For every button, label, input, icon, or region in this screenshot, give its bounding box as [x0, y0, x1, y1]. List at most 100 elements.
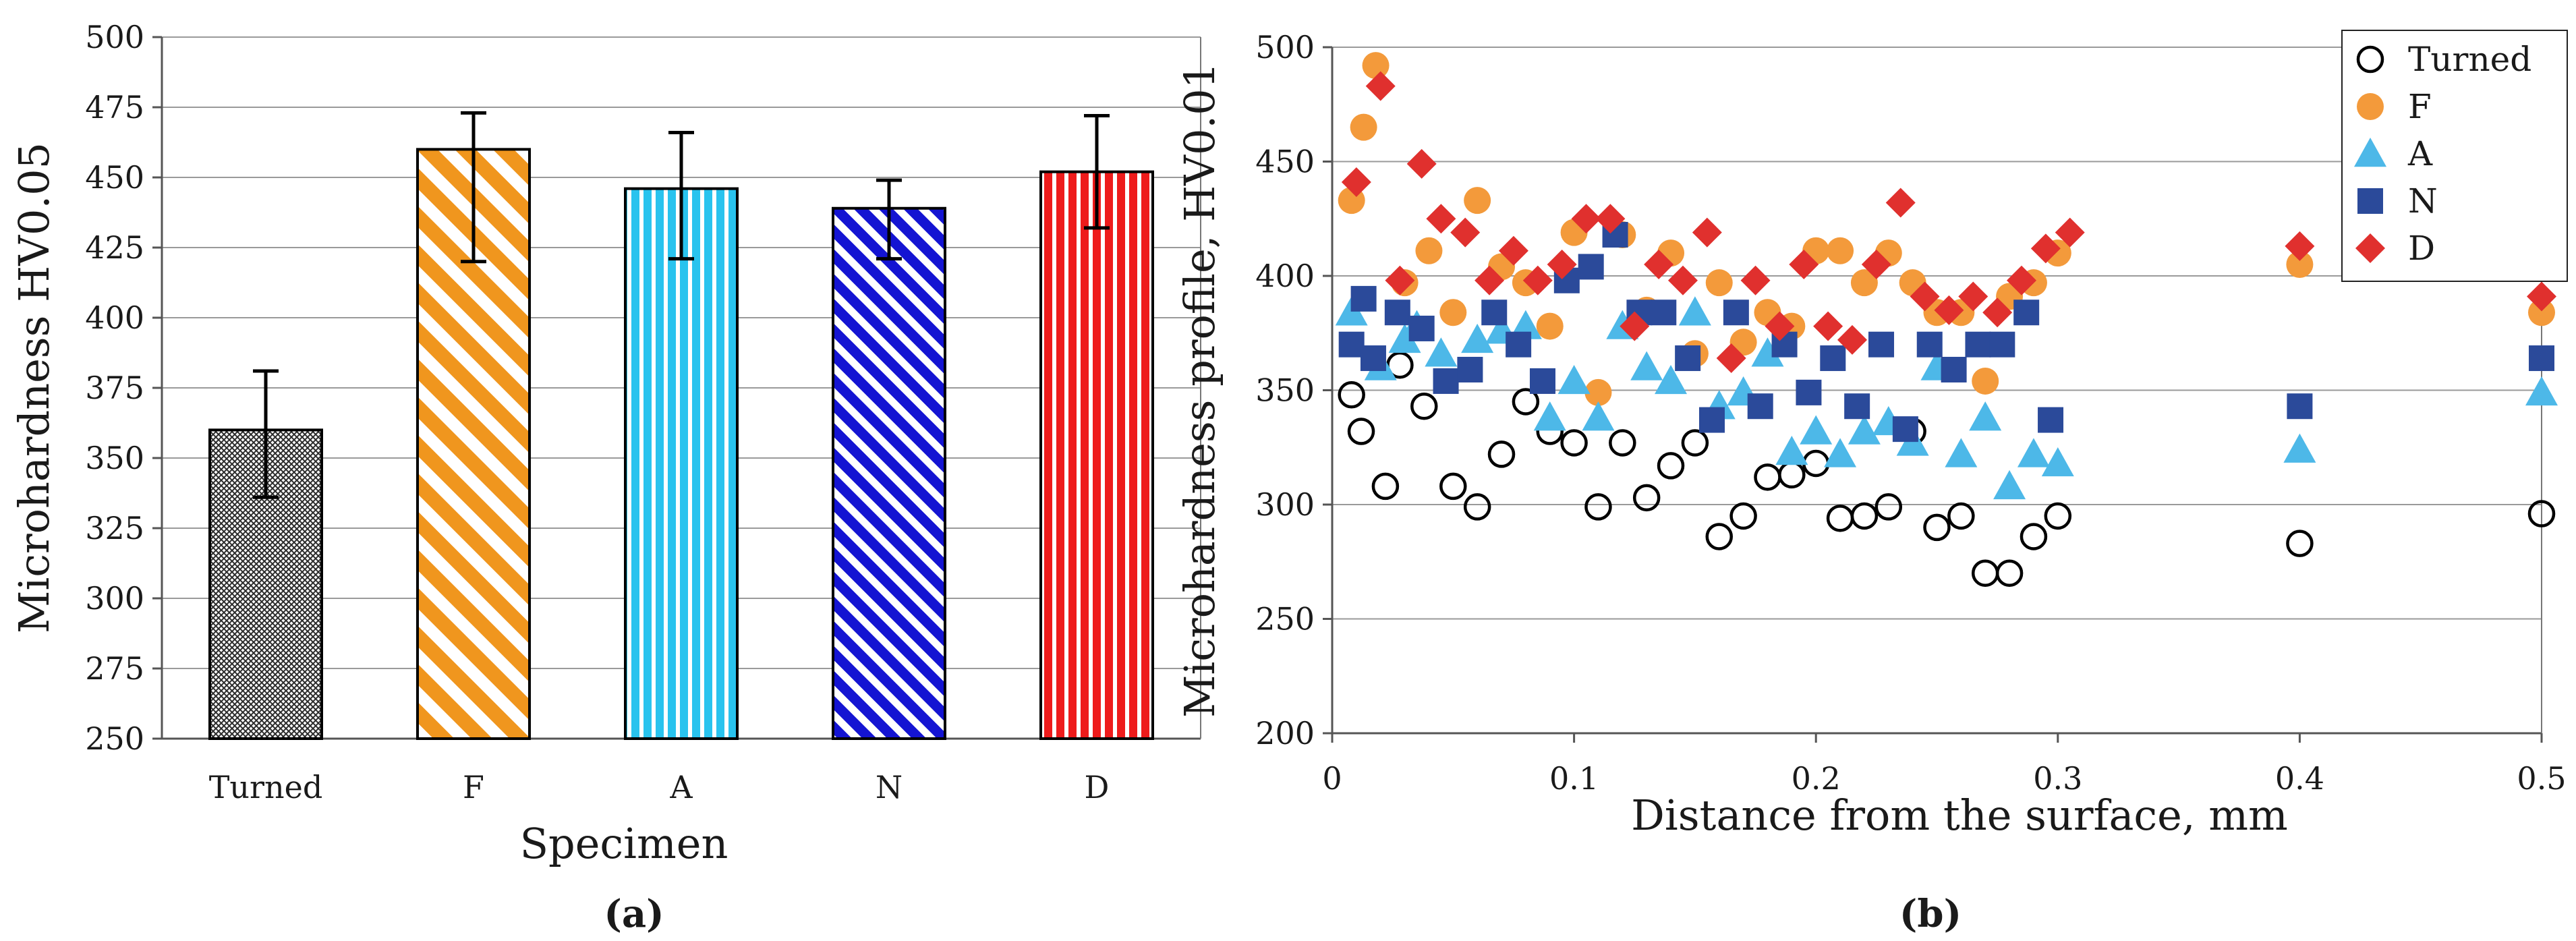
- data-point-a: [1655, 364, 1688, 395]
- x-tick-label: D: [1085, 769, 1110, 805]
- x-tick-label: N: [876, 769, 903, 805]
- data-point-turned: [1512, 388, 1540, 416]
- data-point-turned: [1778, 461, 1806, 489]
- data-point-turned: [1410, 392, 1438, 420]
- data-point-f: [1464, 187, 1491, 215]
- bar-a: [624, 187, 739, 740]
- legend-marker-turned: [2356, 45, 2384, 74]
- data-point-n: [1892, 416, 1918, 443]
- x-tick-label: 0.4: [2275, 760, 2324, 797]
- data-point-f: [1705, 269, 1733, 297]
- data-point-n: [1408, 315, 1435, 341]
- data-point-n: [1916, 331, 1943, 358]
- y-tick-label: 400: [85, 300, 144, 336]
- data-point-turned: [1681, 429, 1709, 457]
- data-point-n: [1578, 254, 1604, 280]
- data-point-turned: [1874, 493, 1903, 521]
- data-points: [1335, 52, 2558, 587]
- data-point-d: [1385, 265, 1415, 295]
- data-point-f: [1350, 113, 1377, 141]
- data-point-d: [1958, 281, 1988, 312]
- data-point-f: [1362, 52, 1390, 80]
- legend-label-n: N: [2408, 181, 2438, 221]
- data-point-d: [1341, 167, 1371, 198]
- data-point-n: [1384, 300, 1410, 326]
- data-point-d: [1426, 204, 1456, 234]
- data-point-a: [1582, 401, 1615, 431]
- data-point-turned: [1754, 463, 1781, 491]
- x-tick-labels: 0 0.1 0.2 0.3 0.4 0.5: [1322, 733, 2567, 797]
- data-point-a: [1678, 296, 1711, 326]
- data-point-turned: [1632, 484, 1661, 512]
- data-point-d: [1620, 311, 1650, 341]
- data-point-a: [1425, 337, 1458, 367]
- error-bars: [253, 111, 1110, 499]
- data-point-turned: [1657, 452, 1685, 480]
- data-point-f: [1584, 378, 1612, 406]
- data-point-n: [1350, 285, 1377, 312]
- data-point-turned: [1609, 429, 1636, 457]
- data-point-turned: [2020, 523, 2048, 550]
- data-point-a: [1461, 323, 1494, 353]
- data-point-d: [1885, 188, 1916, 218]
- data-point-f: [2528, 299, 2555, 326]
- data-point-a: [2283, 433, 2316, 463]
- data-point-d: [1365, 71, 1396, 101]
- data-point-a: [1824, 438, 1857, 467]
- data-point-f: [1827, 237, 1854, 264]
- legend-label-turned: Turned: [2408, 40, 2531, 79]
- scatter-chart-panel: 200 250 300 350 400 450 500 0 0.1 0.2 0.3 0.4 0.5 T…: [1175, 29, 2568, 936]
- data-point-a: [1993, 469, 2026, 500]
- data-point-n: [1529, 368, 1555, 394]
- data-point-n: [2529, 345, 2554, 372]
- data-point-a: [1557, 364, 1591, 395]
- y-tick-labels: 200 250 300 350 400 450 500: [1255, 29, 1332, 751]
- legend-marker-f: [2357, 93, 2384, 120]
- data-point-d: [1910, 281, 1940, 312]
- data-point-d: [1740, 265, 1771, 295]
- data-point-f: [1536, 312, 1564, 340]
- data-point-turned: [1584, 493, 1612, 521]
- data-point-f: [1850, 269, 1878, 297]
- x-tick-label: 0: [1322, 760, 1342, 797]
- y-tick-label: 350: [85, 440, 144, 476]
- data-point-d: [1595, 204, 1626, 234]
- series-d: [1341, 71, 2556, 374]
- data-point-turned: [1850, 502, 1879, 530]
- y-tick-label: 450: [1255, 144, 1315, 180]
- x-tick-label: Turned: [209, 769, 323, 805]
- data-point-n: [1699, 407, 1725, 433]
- data-point-n: [1747, 393, 1773, 420]
- y-tick-label: 200: [1255, 715, 1315, 751]
- data-point-d: [2527, 281, 2556, 312]
- data-point-a: [2017, 438, 2050, 467]
- data-point-n: [1481, 300, 1508, 326]
- data-point-f: [2286, 251, 2314, 279]
- data-point-n: [2287, 393, 2313, 420]
- y-tick-label: 500: [1255, 29, 1315, 65]
- y-tick-label: 475: [85, 89, 144, 125]
- data-point-a: [1630, 351, 1663, 380]
- y-axis-title: Microhardness HV0.05: [9, 142, 59, 633]
- data-point-d: [1692, 217, 1722, 248]
- data-point-turned: [1338, 381, 1365, 409]
- data-point-turned: [1729, 502, 1757, 530]
- y-tick-label: 300: [85, 580, 144, 617]
- legend-marker-d: [2355, 233, 2385, 263]
- y-tick-label: 400: [1255, 258, 1315, 294]
- data-point-d: [1716, 343, 1746, 374]
- x-tick-label: F: [463, 769, 484, 805]
- data-point-turned: [1971, 559, 1999, 587]
- data-point-turned: [1487, 440, 1516, 468]
- data-point-n: [1675, 345, 1701, 372]
- data-point-turned: [2286, 530, 2314, 557]
- data-point-turned: [1560, 429, 1588, 457]
- data-point-turned: [1347, 418, 1375, 445]
- bar-d: [1039, 170, 1154, 740]
- x-tick-label: 0.1: [1549, 760, 1599, 797]
- data-point-n: [1989, 331, 2015, 358]
- data-point-f: [1415, 237, 1443, 264]
- legend-label-d: D: [2408, 229, 2435, 268]
- y-tick-label: 275: [85, 650, 144, 687]
